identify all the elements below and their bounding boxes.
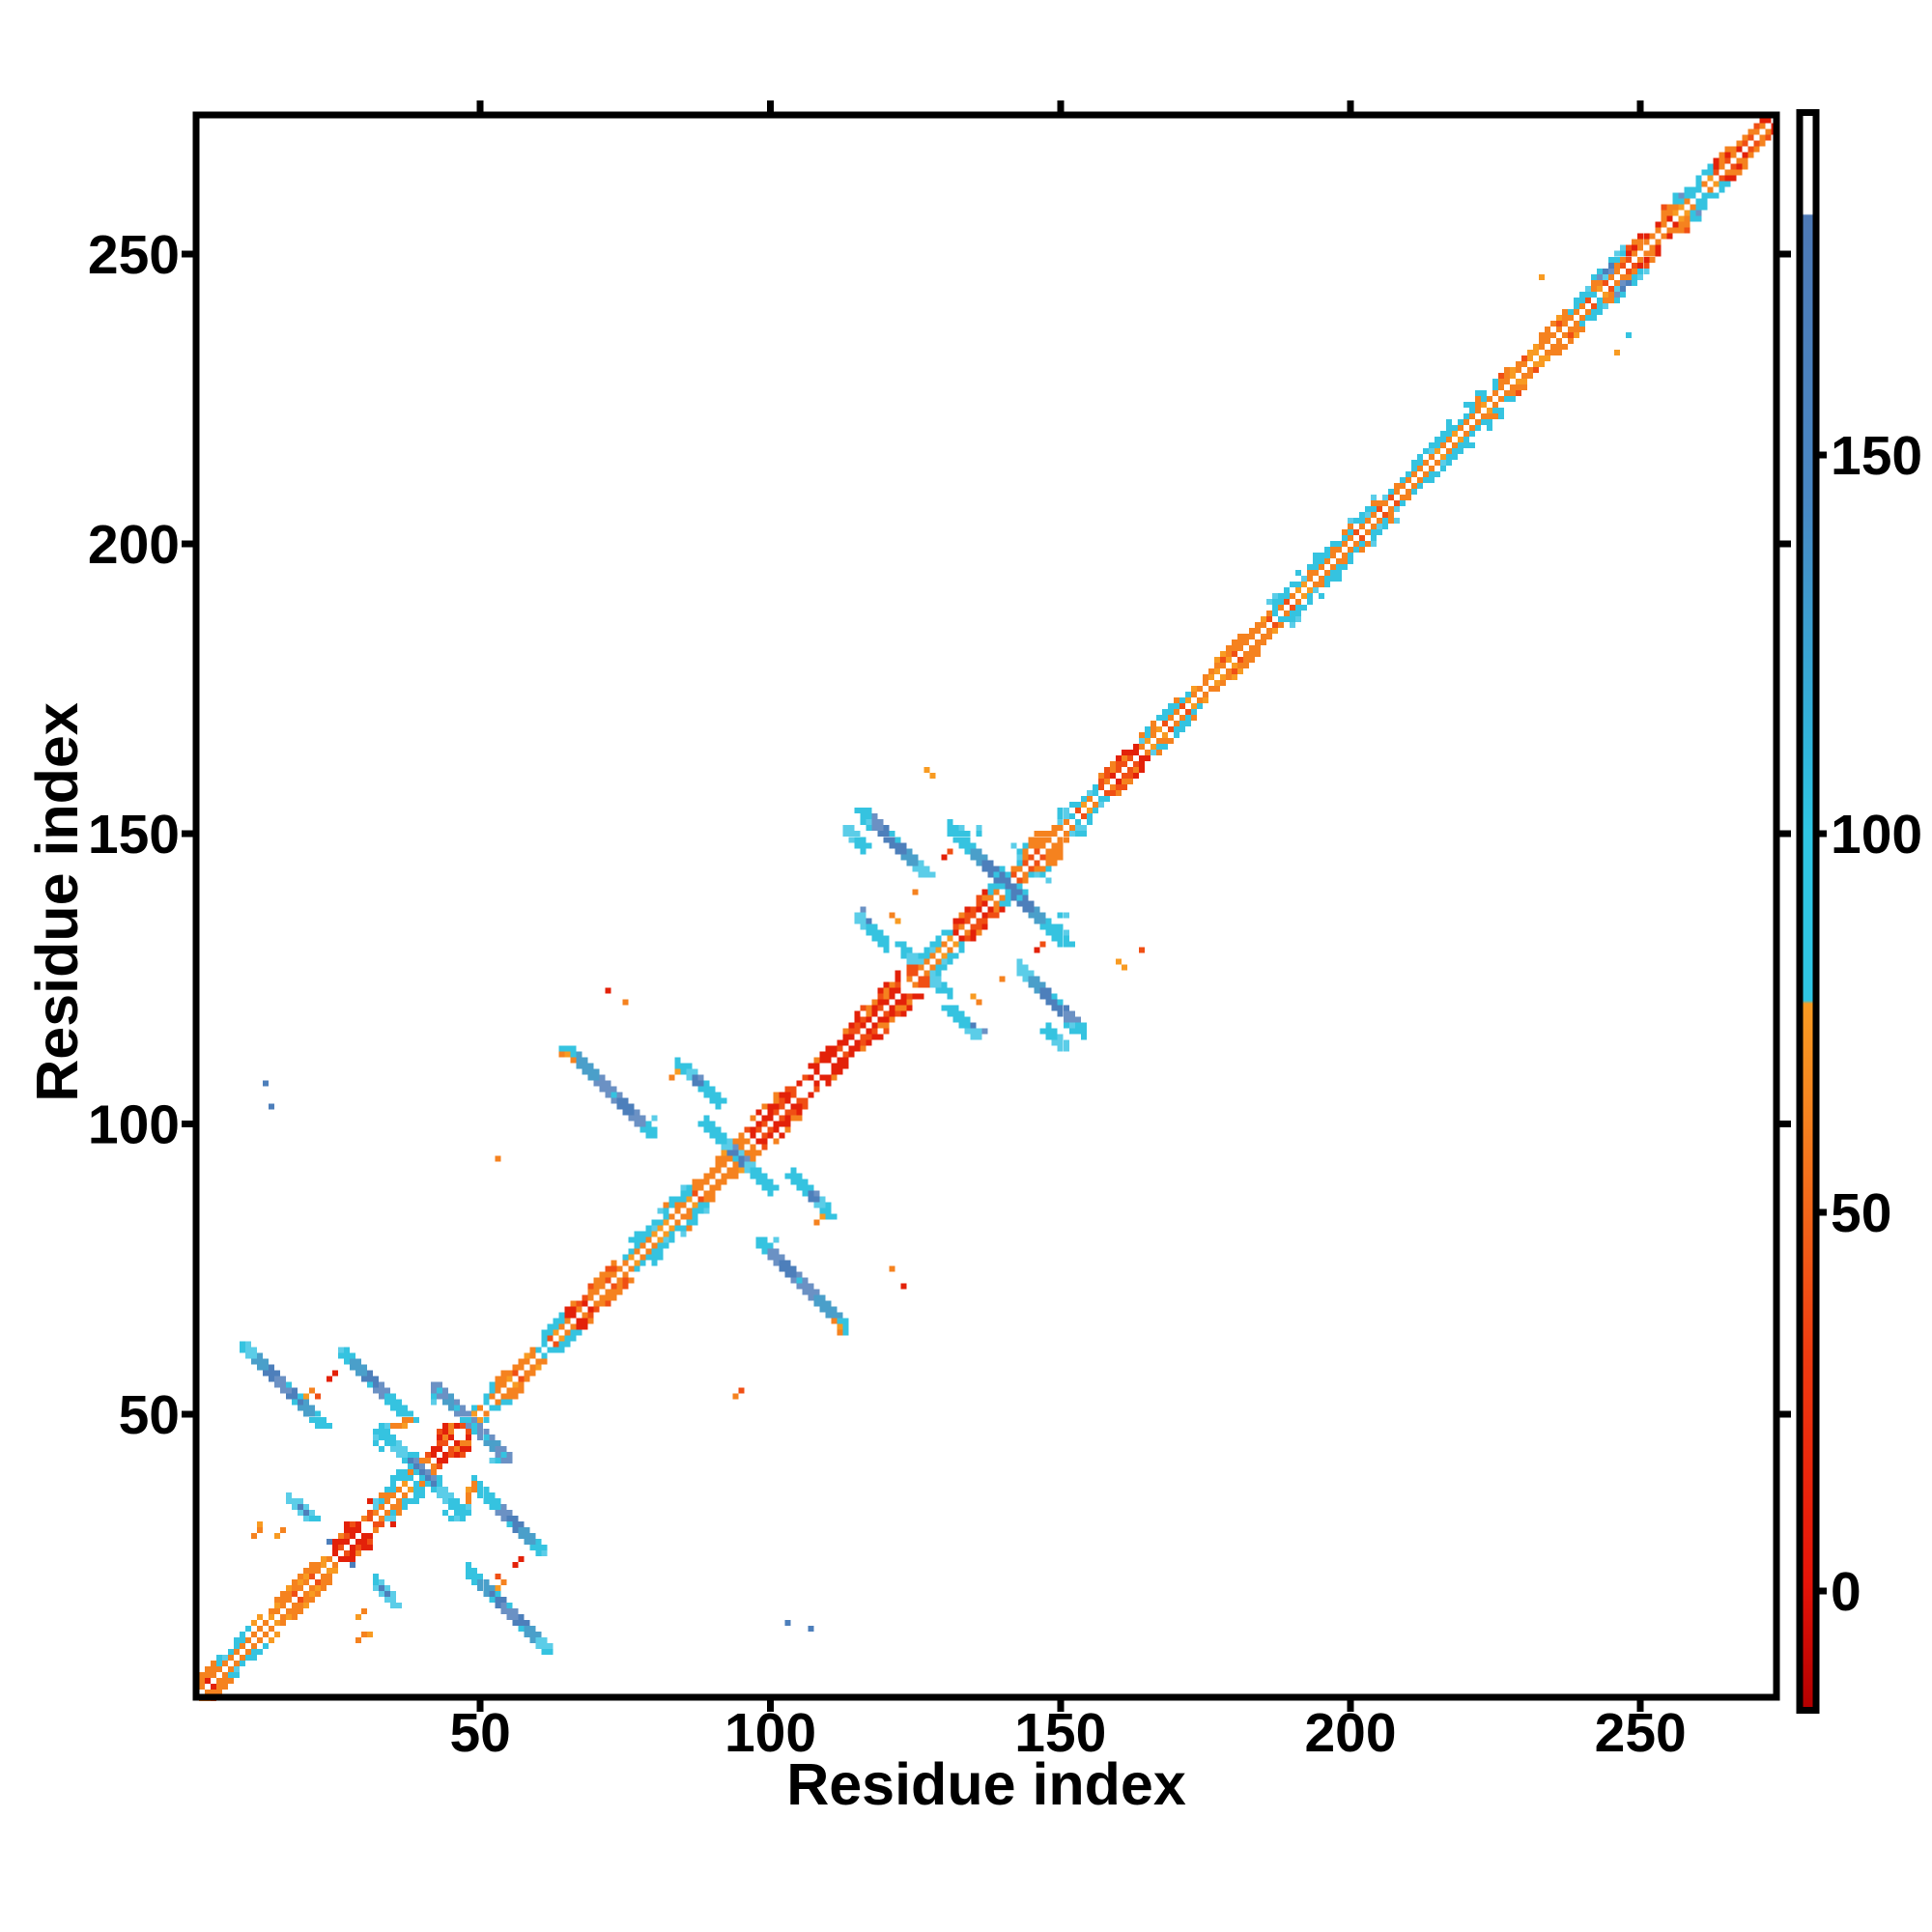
svg-text:0: 0 <box>1831 1561 1861 1623</box>
svg-text:100: 100 <box>724 1702 816 1764</box>
svg-text:250: 250 <box>1595 1702 1687 1764</box>
svg-text:150: 150 <box>1014 1702 1106 1764</box>
svg-text:Residue index: Residue index <box>24 702 90 1102</box>
svg-text:50: 50 <box>449 1702 510 1764</box>
svg-text:Residue index: Residue index <box>786 1751 1186 1817</box>
svg-text:100: 100 <box>88 1094 180 1156</box>
svg-text:150: 150 <box>1831 425 1922 487</box>
svg-text:150: 150 <box>88 804 180 866</box>
svg-text:200: 200 <box>1304 1702 1396 1764</box>
svg-text:250: 250 <box>88 224 180 286</box>
svg-text:50: 50 <box>1831 1182 1891 1244</box>
svg-text:50: 50 <box>119 1384 180 1446</box>
svg-text:100: 100 <box>1831 804 1922 866</box>
svg-text:200: 200 <box>88 514 180 576</box>
